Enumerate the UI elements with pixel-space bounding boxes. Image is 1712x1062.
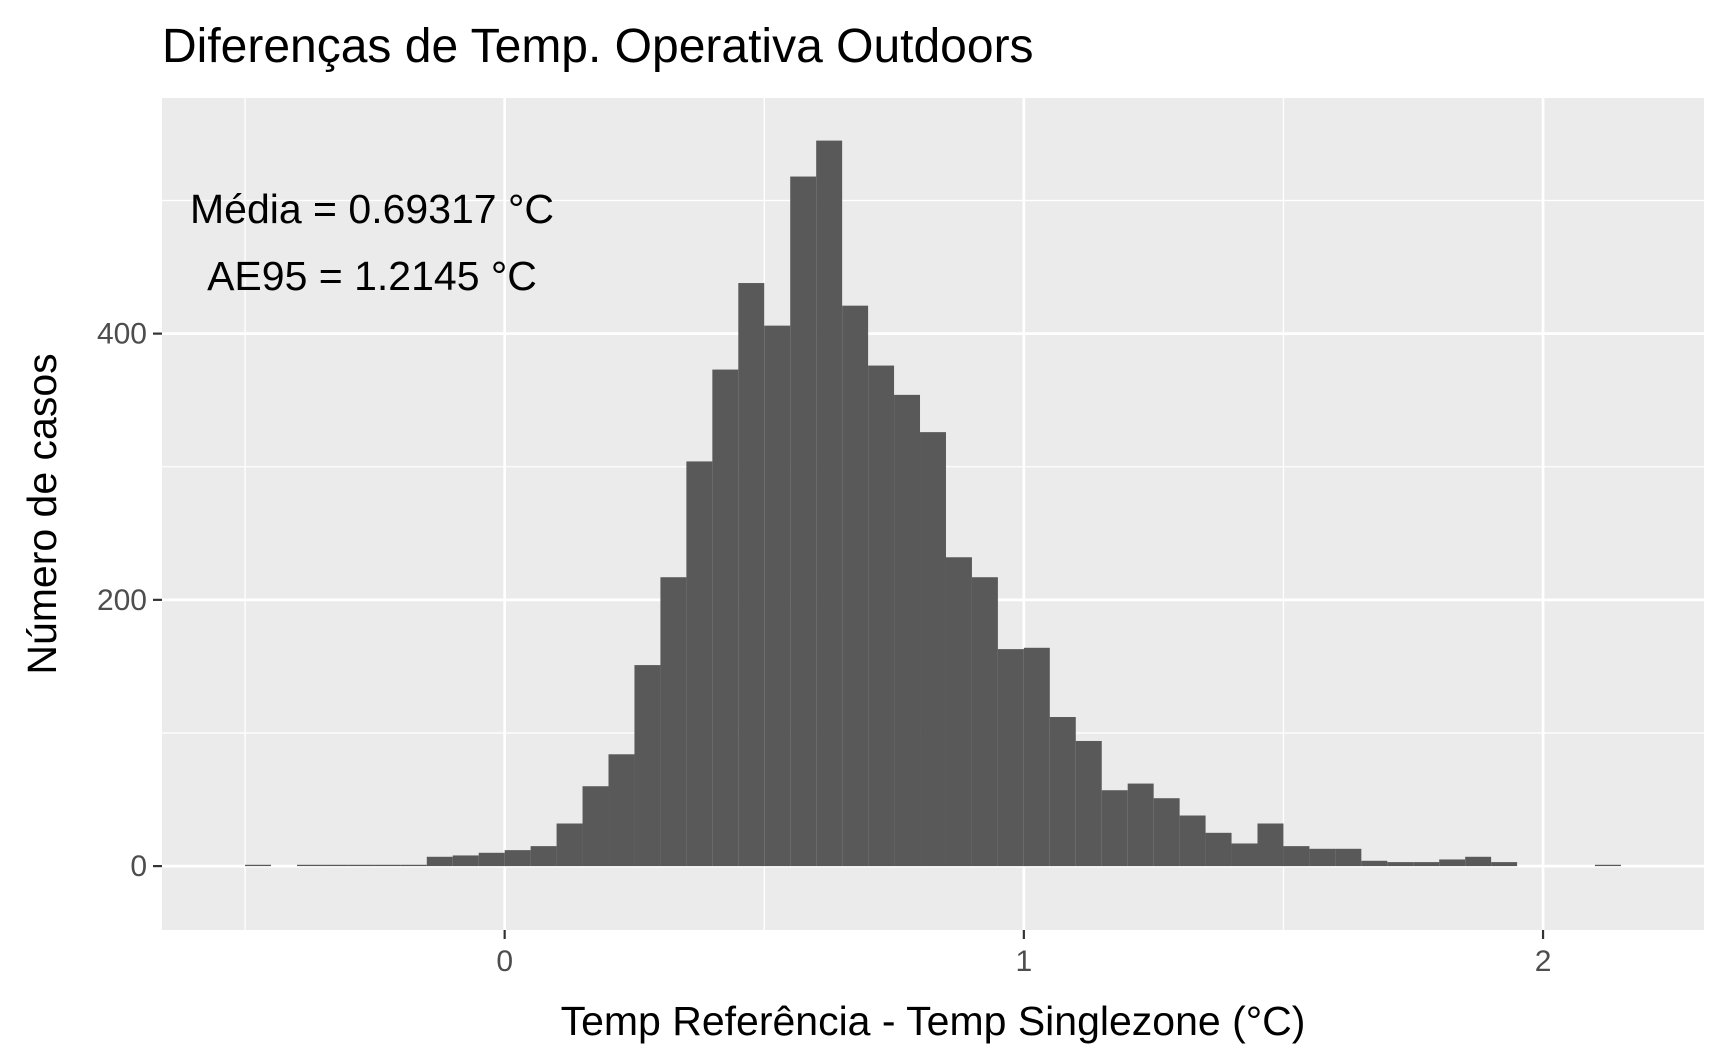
histogram-bar	[712, 369, 739, 867]
histogram-bar	[478, 852, 505, 867]
histogram-bar	[504, 850, 531, 867]
histogram-bar	[374, 864, 401, 867]
histogram-bar	[1335, 848, 1362, 867]
x-tick-label: 1	[1016, 945, 1033, 978]
histogram-bar	[1023, 647, 1050, 867]
y-tick-label: 400	[97, 318, 147, 351]
histogram-bar	[1387, 862, 1414, 867]
histogram-bar	[790, 176, 817, 867]
histogram-bar	[816, 140, 843, 867]
histogram-bar	[686, 461, 713, 867]
histogram-bar	[1179, 815, 1206, 867]
histogram-bar	[426, 856, 453, 867]
histogram-bar	[348, 864, 375, 867]
histogram-bar	[1491, 862, 1518, 867]
histogram-bar	[1231, 843, 1258, 867]
histogram-bar	[1465, 856, 1492, 867]
histogram-bar	[1049, 717, 1076, 867]
histogram-bar	[738, 283, 765, 867]
histogram-bar	[920, 432, 946, 867]
x-axis-ticks: 0 1 2	[496, 930, 1551, 978]
histogram-bar	[842, 305, 869, 867]
histogram-bar	[1127, 783, 1154, 867]
histogram-bar	[1153, 798, 1180, 867]
y-axis-title: Número de casos	[19, 353, 65, 674]
y-axis-ticks: 0 200 400	[97, 318, 162, 883]
histogram-bar	[634, 665, 661, 867]
chart-title: Diferenças de Temp. Operativa Outdoors	[162, 20, 1034, 73]
x-tick-label: 2	[1535, 945, 1552, 978]
histogram-bar	[400, 864, 427, 867]
histogram-bar	[1101, 790, 1128, 867]
x-tick-label: 0	[496, 945, 513, 978]
histogram-bar	[1309, 848, 1336, 867]
histogram-bar	[245, 864, 272, 867]
histogram-bar	[1075, 740, 1102, 867]
histogram-bar	[530, 846, 557, 867]
histogram-bar	[997, 649, 1024, 867]
histogram-bars	[245, 140, 1621, 867]
histogram-bar	[1283, 846, 1310, 867]
histogram-bar	[582, 786, 609, 867]
histogram-bar	[1594, 864, 1621, 867]
histogram-bar	[556, 823, 583, 867]
histogram-bar	[1205, 832, 1232, 867]
histogram-bar	[1439, 859, 1466, 867]
histogram-bar	[660, 577, 687, 867]
histogram-bar	[1413, 862, 1440, 867]
x-axis-title: Temp Referência - Temp Singlezone (°C)	[561, 998, 1306, 1044]
annotation-mean: Média = 0.69317 °C	[190, 186, 554, 232]
histogram-bar	[868, 365, 895, 867]
histogram-bar	[608, 754, 635, 867]
histogram-bar	[1257, 823, 1284, 867]
histogram-bar	[894, 394, 921, 867]
y-tick-label: 0	[130, 850, 147, 883]
histogram-bar	[452, 855, 479, 867]
histogram-bar	[764, 325, 791, 867]
y-tick-label: 200	[97, 584, 147, 617]
histogram-bar	[1361, 860, 1388, 867]
histogram-bar	[322, 864, 349, 867]
histogram-bar	[971, 577, 998, 867]
annotation-ae95: AE95 = 1.2145 °C	[207, 253, 537, 299]
histogram-bar	[945, 557, 972, 867]
histogram-bar	[296, 864, 323, 867]
